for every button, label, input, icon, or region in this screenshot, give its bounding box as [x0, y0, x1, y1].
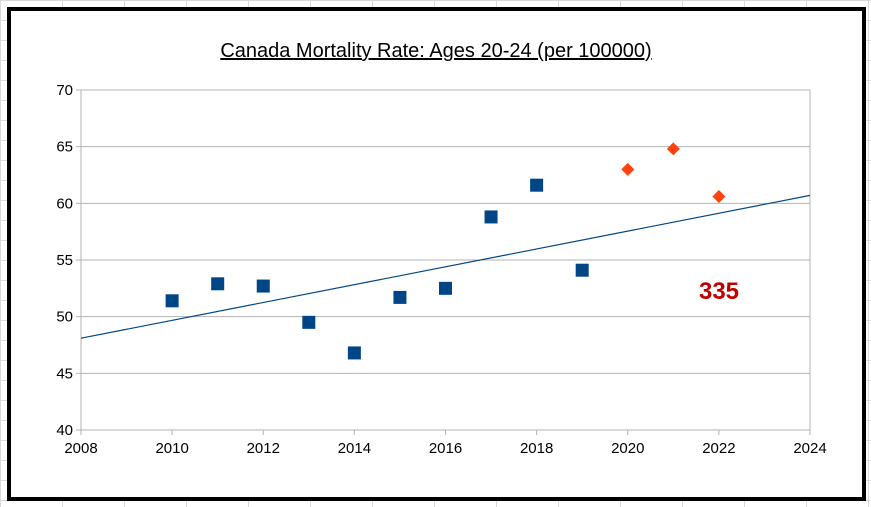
y-tick-label: 70: [56, 82, 73, 99]
y-tick-label: 50: [56, 309, 73, 326]
x-tick-label: 2008: [64, 440, 97, 457]
x-tick-label: 2020: [611, 440, 644, 457]
y-tick-label: 45: [56, 365, 73, 382]
data-point-square: [347, 346, 361, 360]
trendline: [80, 194, 811, 339]
x-tick-label: 2024: [793, 440, 826, 457]
plot-area-border: [80, 89, 811, 431]
x-tick-label: 2022: [702, 440, 735, 457]
x-tick-label: 2014: [338, 440, 371, 457]
data-point-square: [484, 210, 498, 224]
grid-lines: [81, 89, 810, 431]
trendline-layer: [80, 194, 811, 339]
annotation-label: 335: [699, 278, 739, 305]
data-point-square: [439, 281, 452, 295]
data-point-square: [393, 290, 407, 304]
data-point-square: [211, 277, 225, 291]
y-tick-label: 40: [56, 422, 73, 439]
x-tick-label: 2016: [429, 440, 462, 457]
data-points: [165, 142, 726, 360]
data-point-diamond: [712, 190, 726, 204]
data-point-square: [530, 178, 544, 192]
data-point-square: [256, 279, 270, 293]
chart-title: Canada Mortality Rate: Ages 20-24 (per 1…: [220, 40, 651, 62]
data-point-square: [575, 263, 589, 277]
scatter-chart: 40 45 50 55 60 65 70 2008 2010 2012 2014 2016 2018 20…: [56, 40, 826, 457]
tick-labels: 40 45 50 55 60 65 70 2008 2010 2012 2014 2016 2018 20…: [56, 82, 826, 457]
data-point-diamond: [621, 162, 635, 176]
y-tick-label: 60: [56, 195, 73, 212]
axes: [76, 89, 811, 435]
data-point-square: [302, 315, 316, 329]
chart-frame: 40 45 50 55 60 65 70 2008 2010 2012 2014 2016 2018 20…: [7, 7, 866, 501]
data-point-diamond: [666, 142, 680, 156]
y-tick-label: 55: [56, 252, 73, 269]
x-tick-label: 2012: [247, 440, 280, 457]
data-point-square: [165, 294, 179, 308]
x-tick-label: 2018: [520, 440, 553, 457]
x-tick-label: 2010: [155, 440, 188, 457]
y-tick-label: 65: [56, 139, 73, 156]
